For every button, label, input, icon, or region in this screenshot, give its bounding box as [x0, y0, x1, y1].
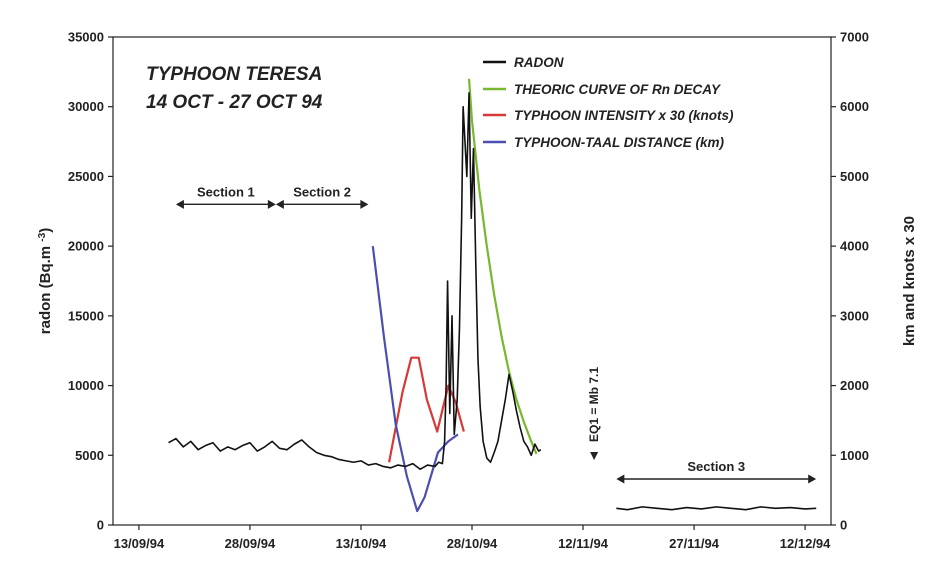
right-axis: 0 1000 2000 3000 4000 5000 6000 7000: [831, 30, 869, 533]
legend-label-intensity: TYPHOON INTENSITY x 30 (knots): [514, 108, 734, 123]
x-tick-label: 13/09/94: [114, 536, 165, 551]
section-1-arrow-right-icon: [267, 199, 276, 209]
section-1-label: Section 1: [197, 184, 255, 199]
earthquake-annotation: EQ1 = Mb 7.1: [587, 367, 601, 460]
x-axis: 13/09/94 28/09/94 13/10/94 28/10/94 12/11/94…: [114, 525, 831, 551]
section-2-arrow-right-icon: [360, 199, 369, 209]
y-axis-title-close: ): [37, 228, 54, 233]
y2-axis-title: km and knots x 30: [901, 216, 918, 346]
earthquake-label: EQ1 = Mb 7.1: [587, 367, 601, 442]
x-tick-label: 28/10/94: [447, 536, 498, 551]
chart-title-line-2: 14 OCT - 27 OCT 94: [146, 92, 323, 113]
y-tick-label: 25000: [68, 169, 104, 184]
chart-title-line-1: TYPHOON TERESA: [146, 64, 322, 85]
y2-tick-label: 0: [840, 518, 847, 533]
y-tick-label: 20000: [68, 239, 104, 254]
x-tick-label: 13/10/94: [336, 536, 387, 551]
y2-tick-label: 3000: [840, 308, 869, 323]
y-tick-label: 0: [97, 518, 104, 533]
y2-tick-label: 7000: [840, 30, 869, 45]
y2-tick-label: 2000: [840, 378, 869, 393]
left-axis: 0 5000 10000 15000 20000 25000 30000 35000: [68, 30, 113, 533]
y-axis-title-exponent: -3: [37, 232, 48, 241]
legend-label-decay: THEORIC CURVE OF Rn DECAY: [514, 82, 722, 97]
y2-tick-label: 4000: [840, 239, 869, 254]
section-3-label: Section 3: [687, 459, 745, 474]
y2-tick-label: 6000: [840, 99, 869, 114]
series-line-radon: [168, 91, 542, 471]
y2-tick-label: 1000: [840, 448, 869, 463]
y2-tick-label: 5000: [840, 169, 869, 184]
section-3-arrow-left-icon: [616, 474, 625, 484]
section-2-arrow-left-icon: [275, 199, 284, 209]
legend-label-distance: TYPHOON-TAAL DISTANCE (km): [514, 135, 725, 150]
legend: RADON THEORIC CURVE OF Rn DECAY TYPHOON …: [483, 55, 734, 150]
x-tick-label: 12/11/94: [558, 536, 609, 551]
legend-label-radon: RADON: [514, 55, 564, 70]
series-layer: [168, 78, 817, 513]
x-tick-label: 12/12/94: [780, 536, 831, 551]
section-2-label: Section 2: [293, 184, 351, 199]
section-3-arrow-right-icon: [808, 474, 817, 484]
y-tick-label: 35000: [68, 30, 104, 45]
y-axis-title: radon (Bq.m -3): [37, 228, 55, 334]
y-tick-label: 5000: [75, 448, 104, 463]
section-1-arrow-left-icon: [175, 199, 184, 209]
y-tick-label: 30000: [68, 99, 104, 114]
earthquake-marker-icon: [590, 452, 599, 460]
y-tick-label: 15000: [68, 308, 104, 323]
series-line-radon: [616, 506, 817, 511]
x-tick-label: 28/09/94: [225, 536, 276, 551]
y-tick-label: 10000: [68, 378, 104, 393]
sections-layer: Section 1 Section 2 Section 3: [175, 184, 817, 484]
series-line-theoric-curve-of-rn-decay: [467, 78, 538, 455]
x-tick-label: 27/11/94: [669, 536, 720, 551]
